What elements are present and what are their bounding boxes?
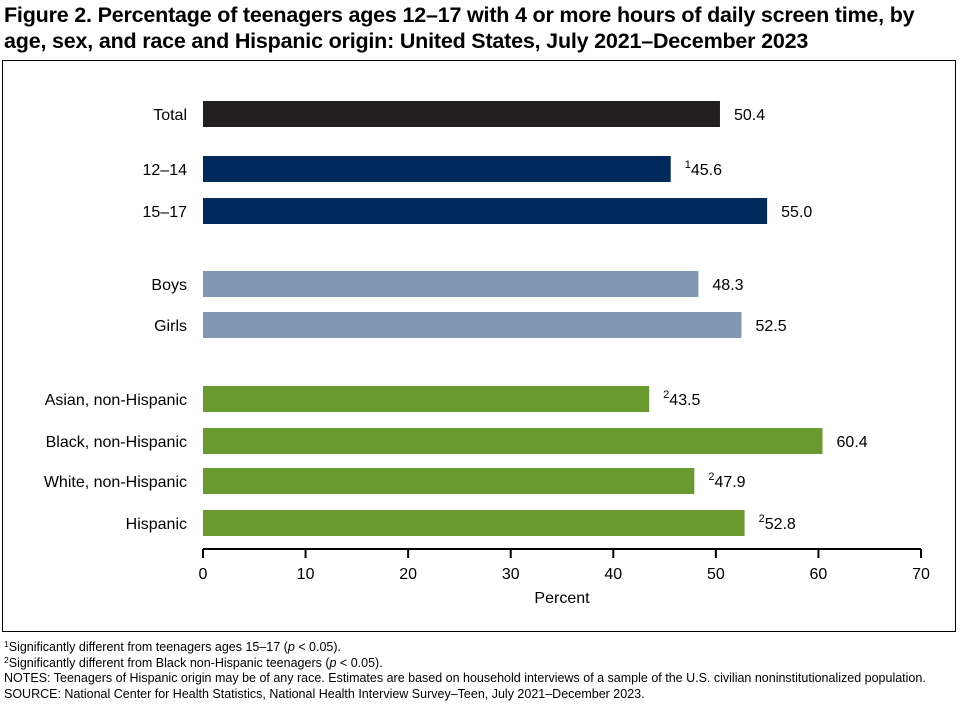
footnotes: 1Significantly different from teenagers … bbox=[4, 640, 954, 702]
value-label-12-14: 145.6 bbox=[685, 159, 722, 179]
footnote-1-text: Significantly different from teenagers a… bbox=[8, 640, 288, 654]
bar-girls bbox=[203, 312, 742, 338]
bar-15-17 bbox=[203, 198, 768, 224]
value-label-girls: 52.5 bbox=[756, 318, 787, 335]
footnote-1-tail: < 0.05). bbox=[294, 640, 342, 654]
category-label-black-non-hispanic: Black, non-Hispanic bbox=[46, 434, 187, 451]
value-footnote-mark: 2 bbox=[708, 471, 714, 483]
bar-black-non-hispanic bbox=[203, 428, 823, 454]
bars-layer: Total 50.4 12–14 145.6 15–17 55.0 Boys 48.3 Girl… bbox=[44, 101, 868, 536]
bar-chart: Total 50.4 12–14 145.6 15–17 55.0 Boys 48.3 Girl… bbox=[44, 101, 930, 607]
category-label-hispanic: Hispanic bbox=[126, 516, 187, 533]
value-label-asian-non-hispanic: 243.5 bbox=[663, 389, 700, 409]
x-axis: 0 10 20 30 40 50 60 70 Percent bbox=[199, 548, 930, 607]
chart-frame: Total 50.4 12–14 145.6 15–17 55.0 Boys 48.3 Girl… bbox=[2, 60, 956, 632]
bar-12-14 bbox=[203, 156, 671, 182]
category-label-boys: Boys bbox=[151, 277, 187, 294]
category-label-12-14: 12–14 bbox=[143, 162, 188, 179]
x-tick-label: 10 bbox=[297, 566, 315, 583]
x-tick-label: 40 bbox=[604, 566, 622, 583]
value-label-15-17: 55.0 bbox=[781, 204, 812, 221]
x-axis-label: Percent bbox=[534, 590, 590, 607]
value-label-hispanic: 252.8 bbox=[759, 513, 796, 533]
value-footnote-mark: 2 bbox=[759, 513, 765, 525]
value-footnote-mark: 2 bbox=[663, 389, 669, 401]
source-text: SOURCE: National Center for Health Stati… bbox=[4, 686, 645, 701]
bar-boys bbox=[203, 271, 699, 297]
value-label-total: 50.4 bbox=[734, 107, 765, 124]
x-tick-label: 0 bbox=[199, 566, 208, 583]
chart-title: Figure 2. Percentage of teenagers ages 1… bbox=[4, 3, 915, 53]
footnote-1: 1Significantly different from teenagers … bbox=[4, 640, 954, 656]
value-label-black-non-hispanic: 60.4 bbox=[837, 434, 868, 451]
x-tick-label: 60 bbox=[810, 566, 828, 583]
value-label-white-non-hispanic: 247.9 bbox=[708, 471, 745, 491]
category-label-15-17: 15–17 bbox=[143, 204, 188, 221]
x-tick-label: 30 bbox=[502, 566, 520, 583]
notes-text: NOTES: Teenagers of Hispanic origin may … bbox=[4, 671, 926, 686]
footnote-2: 2Significantly different from Black non-… bbox=[4, 654, 954, 672]
category-label-asian-non-hispanic: Asian, non-Hispanic bbox=[45, 392, 187, 409]
footnote-2-mark: 2 bbox=[4, 654, 9, 665]
bar-total bbox=[203, 101, 720, 127]
x-tick-label: 20 bbox=[399, 566, 417, 583]
category-label-white-non-hispanic: White, non-Hispanic bbox=[44, 474, 187, 491]
value-label-boys: 48.3 bbox=[712, 277, 743, 294]
value-footnote-mark: 1 bbox=[685, 159, 691, 171]
footnote-2-tail: < 0.05). bbox=[336, 655, 383, 670]
x-tick-label: 70 bbox=[912, 566, 930, 583]
bar-white-non-hispanic bbox=[203, 468, 695, 494]
category-label-girls: Girls bbox=[154, 318, 187, 335]
bar-hispanic bbox=[203, 510, 745, 536]
footnote-1-p: p bbox=[287, 640, 295, 654]
footnote-2-p: p bbox=[329, 655, 337, 670]
category-label-total: Total bbox=[153, 107, 187, 124]
bar-asian-non-hispanic bbox=[203, 386, 650, 412]
x-tick-label: 50 bbox=[707, 566, 725, 583]
footnote-2-text: Significantly different from Black non-H… bbox=[8, 655, 330, 670]
footnote-1-mark: 1 bbox=[4, 639, 9, 649]
